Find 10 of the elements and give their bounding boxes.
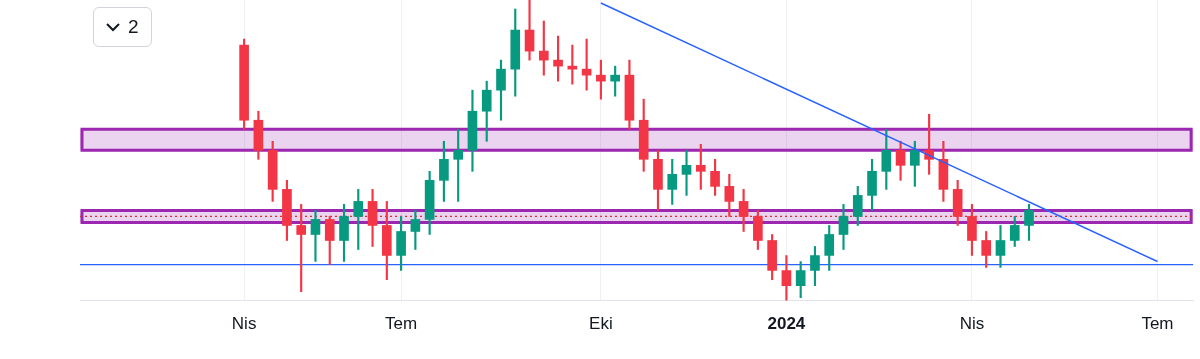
candlestick (310, 210, 321, 262)
x-tick-label: Eki (589, 314, 613, 334)
candlestick (681, 149, 692, 196)
annotation: 2 (128, 16, 139, 38)
collapse-button: 2 (93, 7, 152, 47)
x-tick-label: 2024 (767, 314, 806, 334)
x-tick-label: Nis (959, 314, 985, 334)
x-tick-label: Tem (1141, 314, 1174, 334)
x-tick-label: Tem (385, 314, 418, 334)
x-tick-label: Nis (231, 314, 257, 334)
